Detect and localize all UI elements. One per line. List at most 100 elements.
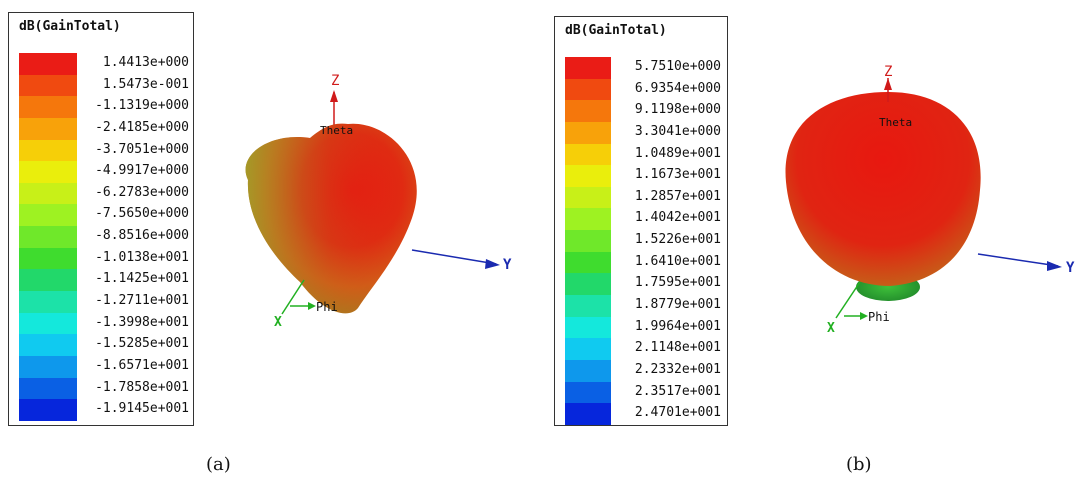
legend-swatch (565, 359, 611, 382)
legend-row: 1.4042e+001 (565, 208, 721, 231)
legend-value: 6.9354e+000 (634, 80, 721, 96)
legend-row: -4.9917e+000 (19, 161, 189, 183)
y-arrow-icon (485, 259, 500, 269)
legend-swatch (19, 182, 77, 205)
legend-swatch (565, 121, 611, 144)
legend-row: 5.7510e+000 (565, 57, 721, 79)
y-axis-label: Y (503, 257, 512, 273)
legend-value: 1.8779e+001 (634, 297, 721, 313)
legend-row: -1.0138e+001 (19, 247, 189, 270)
legend-rows-a: 1.4413e+000 1.5473e-001 -1.1319e+000 -2.418… (19, 53, 189, 421)
legend-row: 1.8779e+001 (565, 295, 721, 317)
legend-value: 2.3517e+001 (634, 383, 721, 399)
legend-swatch (19, 226, 77, 248)
x-axis-line (281, 279, 305, 315)
legend-row: 2.4701e+001 (565, 403, 721, 425)
legend-row: 2.3517e+001 (565, 381, 721, 404)
legend-row: 1.7595e+001 (565, 273, 721, 296)
legend-row: 2.1148e+001 (565, 338, 721, 360)
legend-row: -3.7051e+000 (19, 139, 189, 162)
legend-swatch (565, 100, 611, 122)
legend-value: 1.5226e+001 (634, 232, 721, 248)
legend-value: 1.7595e+001 (634, 275, 721, 291)
legend-swatch (19, 74, 77, 97)
legend-value: -1.2711e+001 (95, 293, 189, 309)
legend-swatch (565, 251, 611, 274)
legend-row: 1.0489e+001 (565, 143, 721, 166)
legend-row: 1.9964e+001 (565, 316, 721, 339)
legend-value: -7.5650e+000 (95, 206, 189, 222)
legend-row: -7.5650e+000 (19, 204, 189, 227)
legend-value: -3.7051e+000 (95, 141, 189, 157)
legend-title: dB(GainTotal) (19, 19, 121, 34)
legend-row: 6.9354e+000 (565, 78, 721, 101)
x-axis-label: X (827, 321, 835, 336)
y-axis-label: Y (1066, 260, 1075, 276)
legend-swatch (565, 165, 611, 187)
legend-swatch (565, 403, 611, 425)
panel-b: dB(GainTotal) 5.7510e+000 6.9354e+000 9.11… (540, 0, 1076, 480)
legend-row: -8.8516e+000 (19, 226, 189, 248)
x-axis-label: X (274, 315, 282, 330)
y-axis-line (411, 249, 497, 265)
legend-row: -1.1319e+000 (19, 96, 189, 118)
legend-swatch (19, 204, 77, 227)
legend-swatch (19, 399, 77, 421)
caption-a: (a) (206, 454, 231, 475)
x-axis-line (835, 281, 861, 319)
legend-swatch (565, 143, 611, 166)
legend-swatch (19, 161, 77, 183)
z-arrow-icon (884, 78, 892, 90)
legend-value: 1.4042e+001 (634, 210, 721, 226)
legend-swatch (19, 312, 77, 335)
legend-value: -1.0138e+001 (95, 249, 189, 265)
legend-value: 2.4701e+001 (634, 405, 721, 421)
legend-value: -1.1319e+000 (95, 98, 189, 114)
z-axis-label: Z (331, 73, 339, 89)
legend-value: 3.3041e+000 (634, 123, 721, 139)
legend-value: -1.6571e+001 (95, 357, 189, 373)
phi-arrow-icon (308, 302, 316, 310)
legend-row: -2.4185e+000 (19, 117, 189, 140)
legend-swatch (19, 291, 77, 313)
legend-row: 1.2857e+001 (565, 186, 721, 209)
legend-swatch (565, 208, 611, 231)
legend-value: 2.1148e+001 (634, 340, 721, 356)
legend-swatch (565, 57, 611, 79)
legend-b: dB(GainTotal) 5.7510e+000 6.9354e+000 9.11… (554, 16, 728, 426)
legend-row: -1.1425e+001 (19, 269, 189, 292)
legend-row: -1.6571e+001 (19, 355, 189, 378)
theta-label: Theta (320, 124, 353, 137)
legend-row: 1.5473e-001 (19, 74, 189, 97)
phi-label: Phi (868, 310, 890, 324)
phi-label: Phi (316, 300, 338, 314)
legend-row: -1.7858e+001 (19, 377, 189, 400)
legend-swatch (19, 96, 77, 118)
legend-swatch (19, 355, 77, 378)
legend-value: -1.5285e+001 (95, 336, 189, 352)
legend-swatch (565, 338, 611, 360)
legend-row: 1.5226e+001 (565, 230, 721, 252)
legend-row: -6.2783e+000 (19, 182, 189, 205)
legend-swatch (565, 230, 611, 252)
legend-row: 1.6410e+001 (565, 251, 721, 274)
legend-value: 1.0489e+001 (634, 145, 721, 161)
radiation-lobe (785, 92, 981, 286)
legend-row: -1.5285e+001 (19, 334, 189, 356)
phi-arrow-icon (860, 312, 868, 320)
legend-row: 2.2332e+001 (565, 359, 721, 382)
legend-row: -1.9145e+001 (19, 399, 189, 421)
legend-swatch (19, 139, 77, 162)
legend-value: -1.3998e+001 (95, 314, 189, 330)
legend-row: 9.1198e+000 (565, 100, 721, 122)
pattern-plot-b: Z Theta Y X Phi (785, 64, 1075, 336)
pattern-plot-a: Z Theta Y X Phi (245, 73, 512, 330)
legend-value: 2.2332e+001 (634, 361, 721, 377)
legend-value: -8.8516e+000 (95, 228, 189, 244)
theta-label: Theta (879, 116, 912, 129)
legend-swatch (19, 334, 77, 356)
legend-value: 5.7510e+000 (634, 59, 721, 74)
z-axis-label: Z (884, 64, 892, 80)
legend-row: 3.3041e+000 (565, 121, 721, 144)
legend-row: -1.3998e+001 (19, 312, 189, 335)
